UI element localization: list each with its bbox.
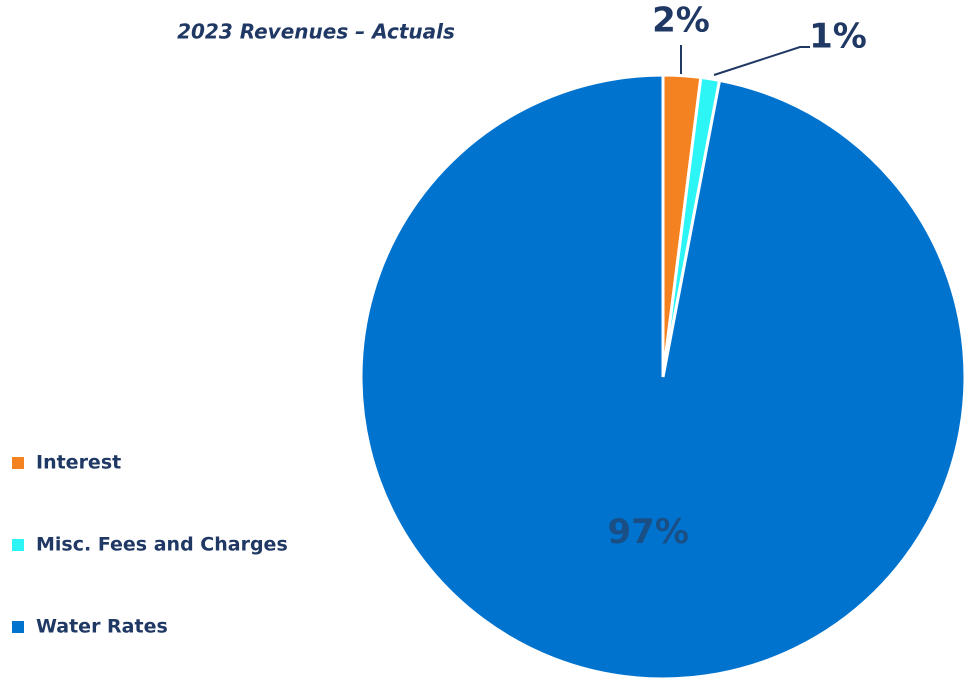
legend-swatch xyxy=(12,621,24,633)
legend-swatch xyxy=(12,457,24,469)
chart-title: 2023 Revenues – Actuals xyxy=(177,20,455,44)
legend-label: Interest xyxy=(36,452,121,474)
legend-label: Misc. Fees and Charges xyxy=(36,534,288,556)
data-label: 2% xyxy=(652,1,710,41)
legend-label: Water Rates xyxy=(36,616,168,638)
pie-slice xyxy=(359,73,967,678)
data-label: 1% xyxy=(809,17,867,57)
legend-swatch xyxy=(12,539,24,551)
leader-line xyxy=(713,46,810,76)
data-label: 97% xyxy=(608,512,689,552)
